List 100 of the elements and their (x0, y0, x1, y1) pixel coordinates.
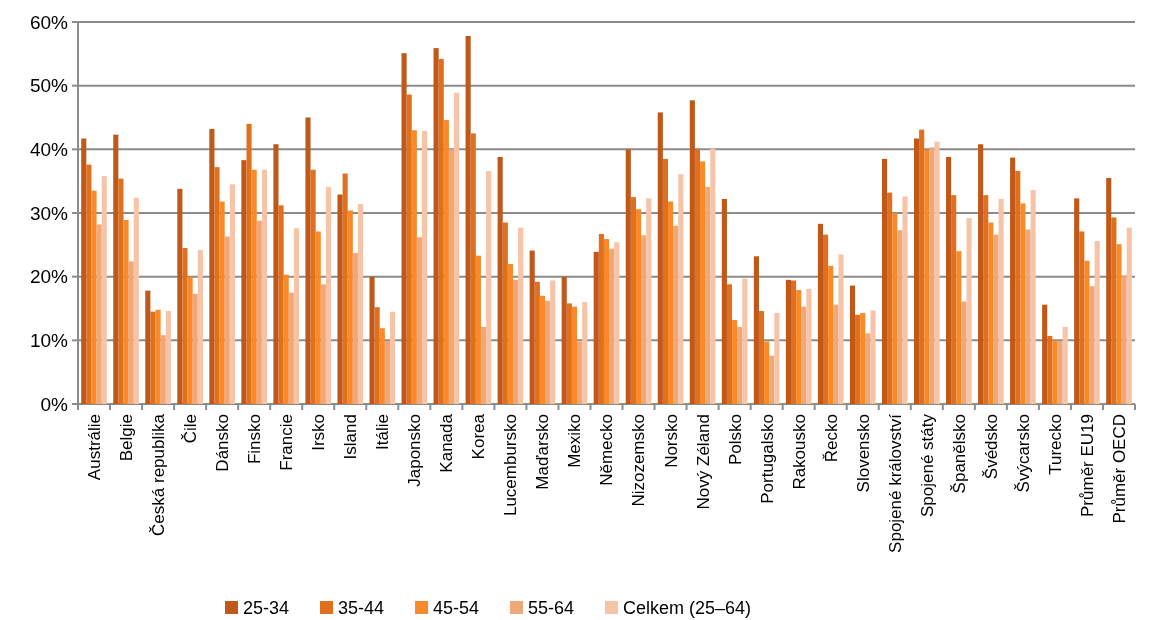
x-tick-label: Švýcarsko (1013, 414, 1033, 493)
bar (1074, 198, 1080, 404)
x-tick-label: Dánsko (213, 414, 233, 472)
bar (278, 205, 284, 404)
bar (96, 224, 102, 404)
bar (566, 303, 572, 404)
bar (165, 311, 171, 404)
bar (561, 276, 567, 404)
bar (550, 280, 556, 404)
bar (438, 58, 444, 404)
bar (486, 170, 492, 404)
bar (657, 112, 663, 404)
bar (860, 312, 866, 404)
bar (758, 311, 765, 404)
bar (1121, 275, 1127, 404)
x-tick-label: Rakousko (789, 414, 809, 490)
bar (1089, 286, 1095, 404)
x-tick-label: Irsko (309, 414, 329, 451)
bar (534, 281, 540, 404)
bar (357, 204, 364, 404)
legend-label: 55-64 (528, 598, 575, 619)
x-tick-label: Portugalsko (757, 414, 777, 504)
bar (86, 164, 92, 404)
bar (774, 312, 780, 404)
bar (705, 186, 711, 404)
bar (668, 201, 674, 404)
bar (347, 210, 353, 404)
bar (1052, 340, 1058, 404)
bar (849, 285, 856, 404)
bar (801, 306, 807, 404)
bar (571, 306, 578, 404)
bar (833, 304, 839, 404)
bar (197, 249, 203, 404)
bar (614, 242, 620, 404)
bar (1062, 326, 1068, 404)
y-tick-label: 0% (40, 393, 69, 415)
x-tick-label: Island (341, 414, 361, 460)
x-tick-label: Švédsko (981, 414, 1001, 480)
bar (454, 92, 460, 404)
bar (118, 178, 124, 404)
bar (966, 218, 972, 404)
bar (855, 314, 861, 404)
bar (678, 174, 684, 404)
legend-label: 45-54 (433, 598, 480, 619)
bar (470, 133, 476, 404)
bar (214, 167, 220, 404)
bar (369, 276, 375, 404)
x-tick-label: Průměr OECD (1109, 414, 1129, 524)
bar (983, 195, 989, 404)
bar (625, 149, 631, 404)
bar (507, 263, 513, 404)
x-tick-label: Spojené království (885, 413, 905, 553)
bar (753, 256, 759, 404)
bar (374, 307, 380, 404)
bar (865, 333, 871, 404)
bar (293, 228, 300, 404)
bar (1010, 157, 1016, 404)
bar (934, 141, 940, 404)
bar (993, 234, 999, 404)
y-tick-label: 40% (29, 138, 69, 160)
bar (422, 130, 428, 404)
bar (1079, 231, 1085, 404)
bar (1057, 340, 1063, 404)
bar (145, 290, 151, 404)
bar (497, 156, 503, 404)
bar (646, 198, 652, 404)
bar (416, 237, 423, 404)
bar (1015, 170, 1021, 404)
bar (817, 223, 824, 404)
bar (518, 227, 524, 404)
bar (951, 195, 957, 404)
legend-label: Celkem (25–64) (623, 598, 752, 619)
bar (502, 222, 508, 404)
bar (823, 234, 829, 404)
bar (411, 130, 417, 404)
bar (315, 231, 321, 404)
bar (128, 261, 134, 404)
bar (261, 169, 267, 404)
bar (881, 158, 888, 404)
y-tick-label: 10% (29, 329, 69, 351)
y-tick-label: 20% (29, 266, 69, 288)
bar (828, 265, 834, 404)
bar (838, 254, 844, 404)
bar (406, 94, 412, 404)
bar (1047, 335, 1053, 404)
bar (641, 235, 647, 404)
bar (603, 239, 610, 404)
x-tick-label: Lucembursko (501, 414, 521, 517)
bar (379, 328, 385, 404)
bar (630, 197, 636, 404)
bar (310, 169, 316, 404)
bar (133, 197, 139, 404)
bar (123, 220, 129, 404)
bar (389, 311, 396, 404)
bar (320, 284, 326, 404)
bar (342, 173, 348, 404)
bar (305, 117, 311, 404)
bar (892, 213, 898, 404)
bar (352, 253, 358, 404)
bar (897, 230, 903, 404)
